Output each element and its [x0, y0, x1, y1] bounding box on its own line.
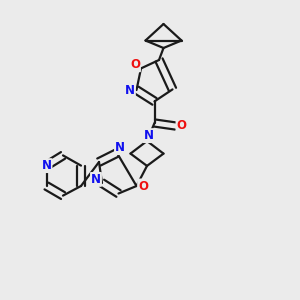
Text: O: O — [176, 118, 187, 132]
Text: N: N — [125, 84, 135, 97]
Text: N: N — [143, 129, 154, 142]
Text: N: N — [91, 173, 101, 186]
Text: N: N — [41, 159, 52, 172]
Text: O: O — [138, 179, 148, 193]
Text: N: N — [115, 141, 125, 154]
Text: O: O — [130, 58, 140, 71]
